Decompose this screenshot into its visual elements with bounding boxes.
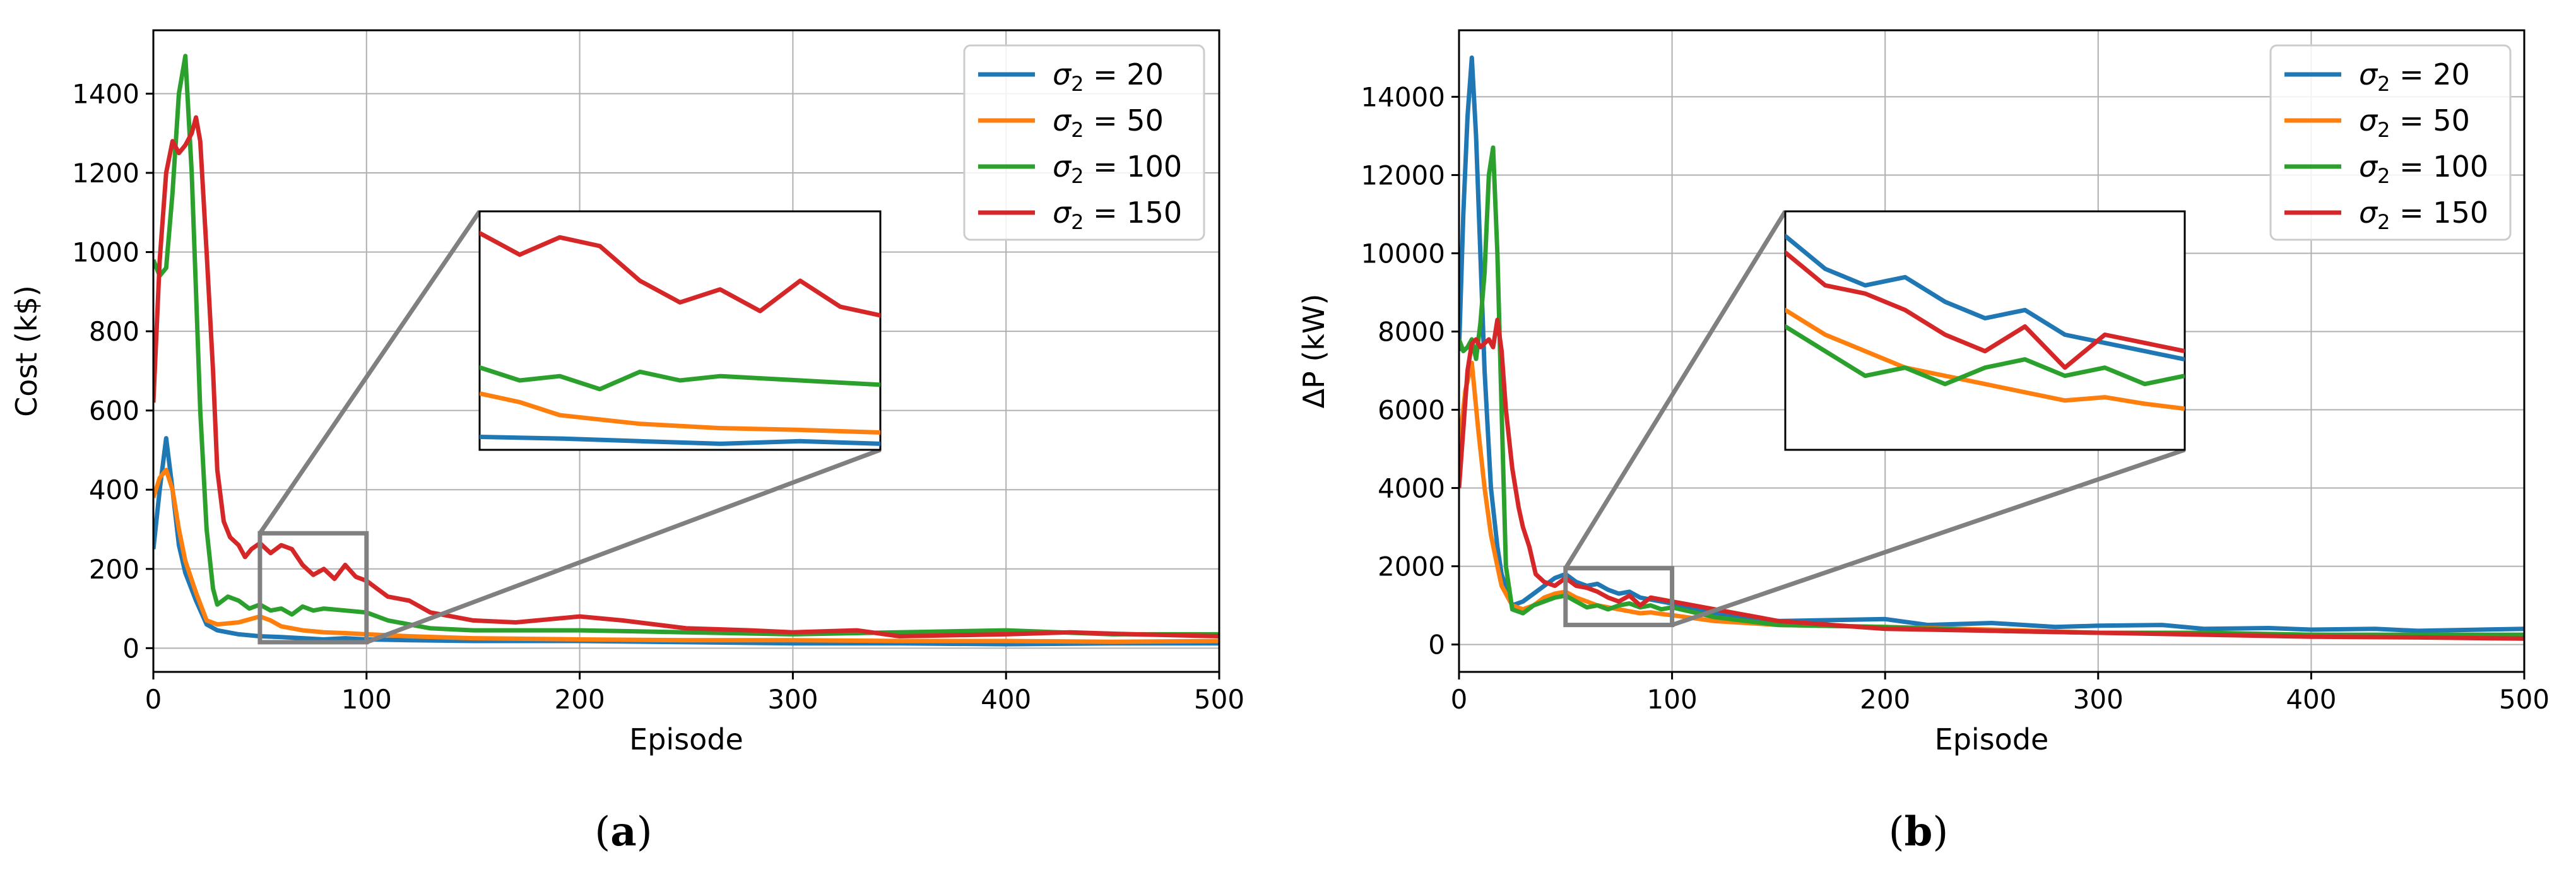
panel-a-legend bbox=[963, 44, 1205, 241]
panel-a-y-axis-label: Cost (k$) bbox=[9, 285, 44, 417]
panel-b-legend-entry-2: σ2 = 100 bbox=[2359, 150, 2488, 188]
panel-a-y-tick-label: 200 bbox=[89, 554, 139, 585]
panel-b-y-tick-label: 2000 bbox=[1378, 551, 1445, 582]
panel-a-x-axis-label: Episode bbox=[629, 722, 743, 756]
panel-a-legend-entry-0: σ2 = 20 bbox=[1053, 57, 1164, 96]
panel-a-y-tick-label: 400 bbox=[89, 474, 139, 505]
panel-b-inset-series-line-2 bbox=[1785, 324, 2185, 387]
panel-a-x-tick-label: 200 bbox=[555, 684, 605, 715]
panel-a-series-line-3 bbox=[153, 115, 1219, 638]
panel-a-inset-series-line-2 bbox=[480, 365, 880, 392]
panel-b-panel-label: (b) bbox=[1889, 808, 1949, 855]
panel-a-y-tick-label: 1400 bbox=[72, 78, 139, 109]
panel-b-x-tick-label: 0 bbox=[1451, 684, 1468, 715]
panel-a-zoom-connector bbox=[258, 210, 482, 535]
panel-a-series-line-1 bbox=[153, 467, 1219, 644]
panel-a-x-tick-label: 400 bbox=[981, 684, 1031, 715]
panel-b-inset-series-group bbox=[1785, 233, 2185, 411]
panel-b-zoom-connector bbox=[1671, 447, 2186, 627]
panel-b-y-tick-label: 6000 bbox=[1378, 395, 1445, 426]
panel-a-y-tick-label: 0 bbox=[122, 633, 139, 664]
panel-b-zoom-connector bbox=[1563, 210, 1787, 570]
panel-a-y-tick-label: 1200 bbox=[72, 158, 139, 189]
panel-b-inset-series-line-3 bbox=[1785, 250, 2185, 370]
panel-a-zoom-box bbox=[257, 531, 369, 645]
panel-b-y-axis-label: ΔP (kW) bbox=[1297, 294, 1331, 409]
panel-a-legend-entry-2: σ2 = 100 bbox=[1053, 150, 1182, 188]
panel-b-y-tick-label: 12000 bbox=[1361, 160, 1445, 191]
panel-a-x-tick-label: 0 bbox=[145, 684, 162, 715]
panel-a-panel-label: (a) bbox=[594, 808, 652, 855]
panel-a-x-tick-label: 300 bbox=[767, 684, 818, 715]
panel-b-x-tick-label: 200 bbox=[1860, 684, 1910, 715]
panel-b-x-tick-label: 400 bbox=[2286, 684, 2336, 715]
panel-b-y-tick-label: 14000 bbox=[1361, 81, 1445, 112]
panel-b-x-axis-label: Episode bbox=[1935, 722, 2049, 756]
panel-a-inset-series-line-0 bbox=[480, 434, 880, 446]
panel-b-y-tick-label: 0 bbox=[1428, 630, 1445, 661]
panel-a-inset-series-line-1 bbox=[480, 391, 880, 435]
panel-b-x-tick-label: 300 bbox=[2073, 684, 2124, 715]
chart-panel-a: 0 100 200 300 400 500 0 200 400 600 800 1000 1200 140… bbox=[9, 29, 1244, 855]
chart-panel-b: 0 100 200 300 400 500 0 2000 4000 6000 8000 10000 12… bbox=[1297, 29, 2549, 855]
panel-b-zoom-box bbox=[1563, 566, 1675, 628]
panel-b-y-tick-label: 4000 bbox=[1378, 473, 1445, 504]
panel-a-zoom-connector bbox=[365, 447, 882, 645]
panel-b-legend bbox=[2269, 44, 2512, 241]
panel-b-y-tick-label: 8000 bbox=[1378, 316, 1445, 347]
panel-b-x-tick-label: 500 bbox=[2499, 684, 2549, 715]
panel-a-y-tick-label: 800 bbox=[89, 316, 139, 347]
panel-a-x-tick-label: 500 bbox=[1194, 684, 1244, 715]
panel-a-legend-entry-3: σ2 = 150 bbox=[1053, 196, 1182, 234]
panel-a-inset-series-group bbox=[480, 230, 880, 446]
panel-b-y-tick-label: 10000 bbox=[1361, 238, 1445, 269]
panel-a-inset-series-line-3 bbox=[480, 230, 880, 318]
panel-a-legend-entry-1: σ2 = 50 bbox=[1053, 103, 1164, 142]
panel-b-legend-entry-1: σ2 = 50 bbox=[2359, 103, 2470, 142]
panel-a-series-line-0 bbox=[153, 436, 1219, 647]
panel-a-y-tick-label: 1000 bbox=[72, 237, 139, 268]
panel-a-y-tick-label: 600 bbox=[89, 396, 139, 426]
panel-a-x-tick-label: 100 bbox=[341, 684, 392, 715]
panel-b-axes-frame bbox=[1458, 29, 2526, 673]
panel-a-axes-frame bbox=[152, 29, 1220, 673]
panel-b-x-tick-label: 100 bbox=[1647, 684, 1698, 715]
panel-b-legend-entry-3: σ2 = 150 bbox=[2359, 196, 2488, 234]
panel-a-series-group bbox=[153, 54, 1219, 647]
panel-b-inset-series-line-1 bbox=[1785, 307, 2185, 411]
panel-b-legend-entry-0: σ2 = 20 bbox=[2359, 57, 2470, 96]
panel-b-inset-series-line-0 bbox=[1785, 233, 2185, 362]
panel-b-series-line-0 bbox=[1459, 55, 2524, 633]
panel-b-inset-frame bbox=[1784, 210, 2186, 451]
